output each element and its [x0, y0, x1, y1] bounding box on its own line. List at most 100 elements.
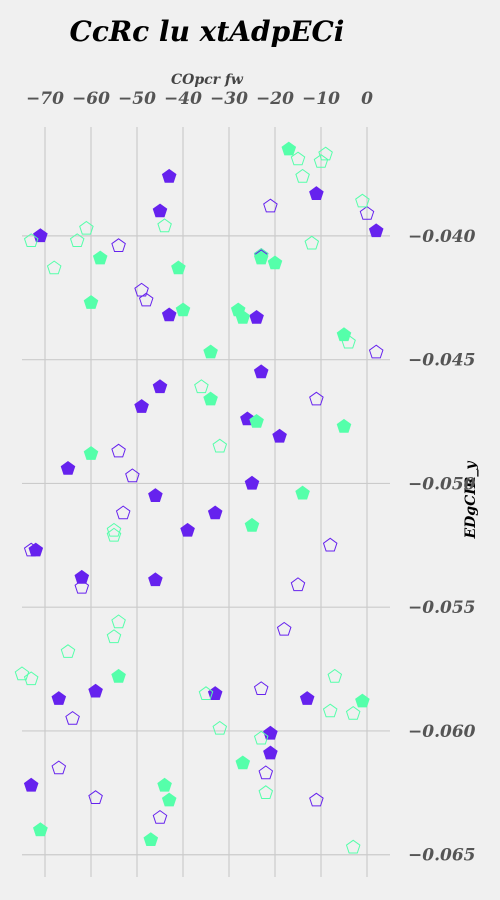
x-tick-label: −30 [210, 89, 248, 109]
data-point [51, 691, 67, 705]
data-point [88, 790, 103, 804]
data-point [253, 364, 269, 379]
data-point [148, 572, 163, 587]
data-point [345, 839, 361, 854]
data-point [272, 428, 287, 443]
data-point [111, 238, 126, 252]
data-point [359, 205, 375, 220]
data-point [207, 686, 223, 700]
data-point [74, 569, 90, 584]
data-point [23, 542, 39, 557]
data-point [341, 334, 356, 349]
data-point [180, 522, 195, 537]
x-tick-label: 0 [361, 89, 373, 109]
y-tick-label: −0.065 [408, 846, 475, 866]
data-point [253, 250, 269, 265]
data-point [309, 391, 324, 406]
data-point [194, 379, 209, 394]
data-point [263, 198, 278, 213]
data-point [207, 505, 223, 520]
data-point [336, 327, 352, 342]
data-point [299, 691, 315, 705]
data-point [253, 248, 269, 262]
data-point [309, 186, 324, 200]
data-point [152, 203, 168, 218]
data-point [355, 693, 370, 708]
data-point [253, 730, 269, 745]
data-point [258, 785, 274, 799]
y-axis-label: EDgCIR_y [463, 461, 479, 540]
x-tick-label: −20 [256, 89, 294, 109]
data-point [281, 141, 297, 156]
data-point [134, 399, 149, 413]
data-point [106, 629, 122, 644]
data-point [111, 443, 126, 458]
data-point [322, 537, 338, 552]
data-point [322, 703, 338, 718]
data-point [175, 302, 191, 317]
data-point [290, 151, 306, 166]
data-point [327, 668, 343, 683]
data-point [212, 438, 228, 453]
y-tick-label: −0.060 [408, 722, 476, 742]
data-point [295, 485, 310, 500]
data-point [161, 307, 177, 322]
data-point [148, 488, 163, 502]
data-point [88, 683, 103, 698]
y-tick-label: −0.050 [408, 474, 476, 494]
data-point [69, 233, 85, 247]
data-point [295, 168, 310, 183]
chart-title: CcRc lu xtAdpECi [70, 15, 345, 48]
data-point [143, 832, 159, 846]
data-point [157, 218, 172, 233]
data-point [161, 792, 177, 807]
data-point [74, 579, 90, 594]
data-point [171, 260, 186, 275]
data-point [263, 745, 278, 760]
data-point [14, 666, 30, 681]
data-point [336, 418, 352, 433]
data-point [212, 720, 228, 735]
x-tick-labels: −70 −60 −50 −40 −30 −20 −10 0 [26, 89, 373, 109]
data-point [249, 309, 264, 324]
x-tick-label: −70 [26, 89, 64, 109]
data-point [345, 705, 361, 720]
data-point [92, 250, 108, 265]
data-point [111, 614, 126, 629]
data-point [235, 309, 251, 324]
data-point [253, 681, 269, 695]
grid-lines [22, 127, 390, 877]
data-point [51, 760, 67, 775]
data-point [203, 344, 218, 359]
data-point [267, 255, 283, 270]
y-tick-label: −0.045 [408, 351, 475, 371]
data-point [313, 154, 329, 168]
data-point [60, 644, 76, 658]
data-point [23, 671, 39, 686]
data-point [161, 168, 177, 183]
data-point [244, 517, 260, 532]
data-point [318, 146, 333, 161]
data-point [235, 755, 251, 770]
data-point [125, 468, 140, 483]
data-point [309, 792, 324, 807]
y-tick-labels: −0.040 −0.045 −0.050 −0.055 −0.060 −0.065 [408, 227, 476, 866]
data-point [106, 522, 122, 537]
data-point [23, 233, 39, 247]
y-tick-label: −0.055 [408, 598, 475, 618]
data-point [152, 809, 168, 824]
data-points [14, 141, 384, 854]
data-point [60, 460, 76, 475]
data-point [198, 686, 214, 700]
y-tick-label: −0.040 [408, 227, 476, 247]
data-point [79, 220, 94, 235]
x-axis-label: COpcr fw [171, 72, 244, 88]
data-point [304, 235, 320, 250]
data-point [106, 527, 122, 542]
data-point [83, 446, 99, 460]
x-tick-label: −10 [302, 89, 340, 109]
data-point [115, 505, 131, 520]
data-point [46, 260, 62, 275]
data-point [368, 223, 384, 238]
